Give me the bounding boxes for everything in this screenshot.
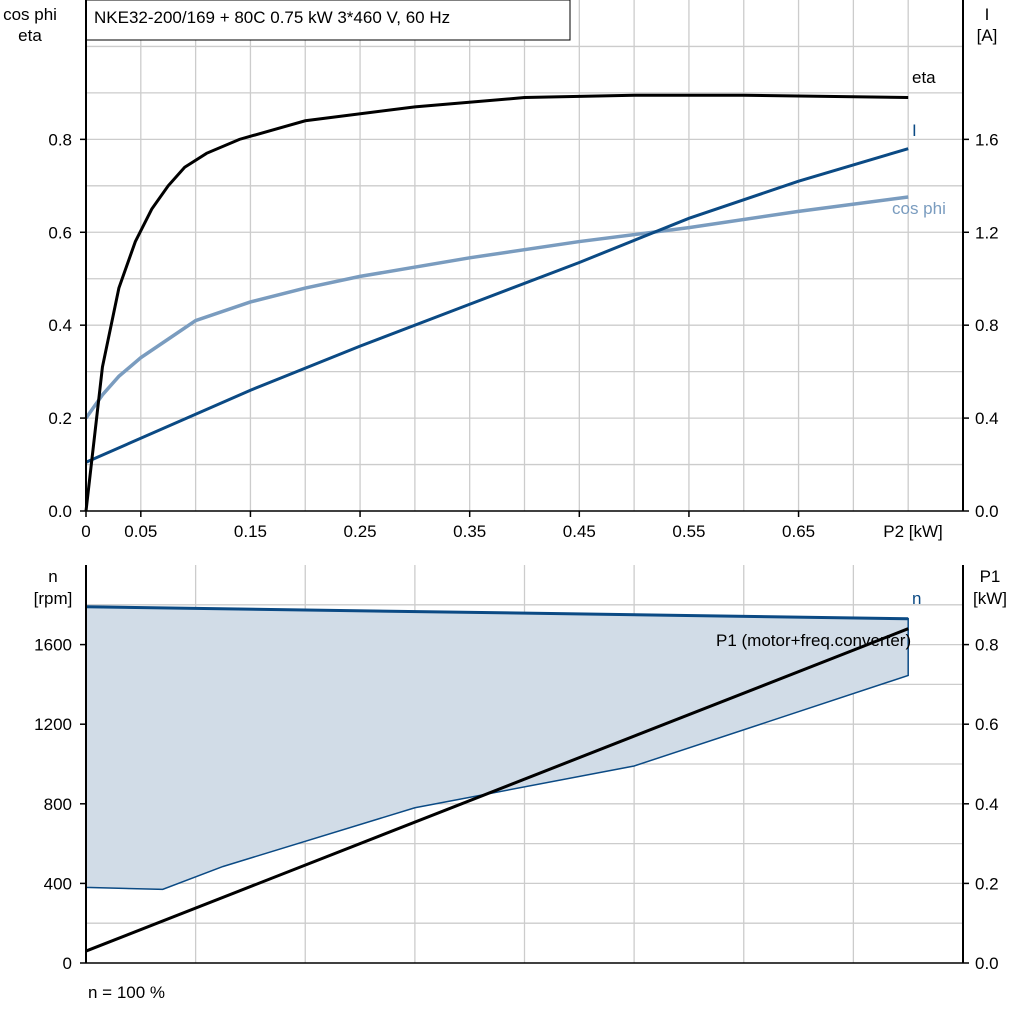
y-tick-label-left: 0.4 (48, 316, 72, 335)
left-axis-label-n: n (48, 567, 57, 586)
y-tick-label-right: 1.6 (975, 130, 999, 149)
series-line-cosphi (84, 195, 909, 420)
y-tick-label-left: 1200 (34, 715, 72, 734)
x-tick-label: 0.25 (344, 522, 377, 541)
footer-note: n = 100 % (88, 983, 165, 1002)
series-line-n (85, 605, 909, 621)
x-tick-label: 0.55 (672, 522, 705, 541)
y-tick-label-right: 0.8 (975, 316, 999, 335)
y-tick-label-right: 1.2 (975, 223, 999, 242)
left-axis-label-cosphi: cos phi (3, 5, 57, 24)
y-tick-label-right: 0.0 (975, 502, 999, 521)
x-tick-label: 0 (81, 522, 90, 541)
right-axis-label-A: [A] (977, 26, 998, 45)
series-label-I: I (912, 121, 917, 140)
x-tick-label: 0.65 (782, 522, 815, 541)
x-tick-label: 0.35 (453, 522, 486, 541)
chart-title: NKE32-200/169 + 80C 0.75 kW 3*460 V, 60 … (94, 8, 450, 27)
y-tick-label-right: 0.4 (975, 795, 999, 814)
series-label-P1: P1 (motor+freq.converter) (716, 631, 911, 650)
series-label-cosphi: cos phi (892, 199, 946, 218)
y-tick-label-right: 0.2 (975, 874, 999, 893)
right-axis-label-P1: P1 (980, 567, 1001, 586)
x-tick-label: 0.15 (234, 522, 267, 541)
series-label-n: n (912, 589, 921, 608)
y-tick-label-left: 400 (44, 874, 72, 893)
y-tick-label-left: 0.6 (48, 223, 72, 242)
y-tick-label-right: 0.4 (975, 409, 999, 428)
series-line-eta (84, 93, 909, 512)
x-axis-label: P2 [kW] (883, 522, 943, 541)
x-tick-label: 0.05 (124, 522, 157, 541)
title-box (85, 0, 571, 41)
y-tick-label-left: 0.0 (48, 502, 72, 521)
y-tick-label-left: 800 (44, 795, 72, 814)
x-tick-label: 0.45 (563, 522, 596, 541)
series-line-I (85, 147, 909, 464)
y-tick-label-right: 0.6 (975, 715, 999, 734)
left-axis-label-eta: eta (18, 26, 42, 45)
series-label-eta: eta (912, 68, 936, 87)
n-range-area (85, 606, 909, 891)
y-tick-label-left: 0 (63, 954, 72, 973)
y-tick-label-left: 0.8 (48, 130, 72, 149)
left-axis-label-rpm: [rpm] (34, 589, 73, 608)
y-tick-label-right: 0.0 (975, 954, 999, 973)
right-axis-label-I: I (985, 5, 990, 24)
series-line-P1 (85, 627, 909, 953)
y-tick-label-left: 1600 (34, 636, 72, 655)
y-tick-label-right: 0.8 (975, 636, 999, 655)
y-tick-label-left: 0.2 (48, 409, 72, 428)
right-axis-label-kW: [kW] (973, 589, 1007, 608)
